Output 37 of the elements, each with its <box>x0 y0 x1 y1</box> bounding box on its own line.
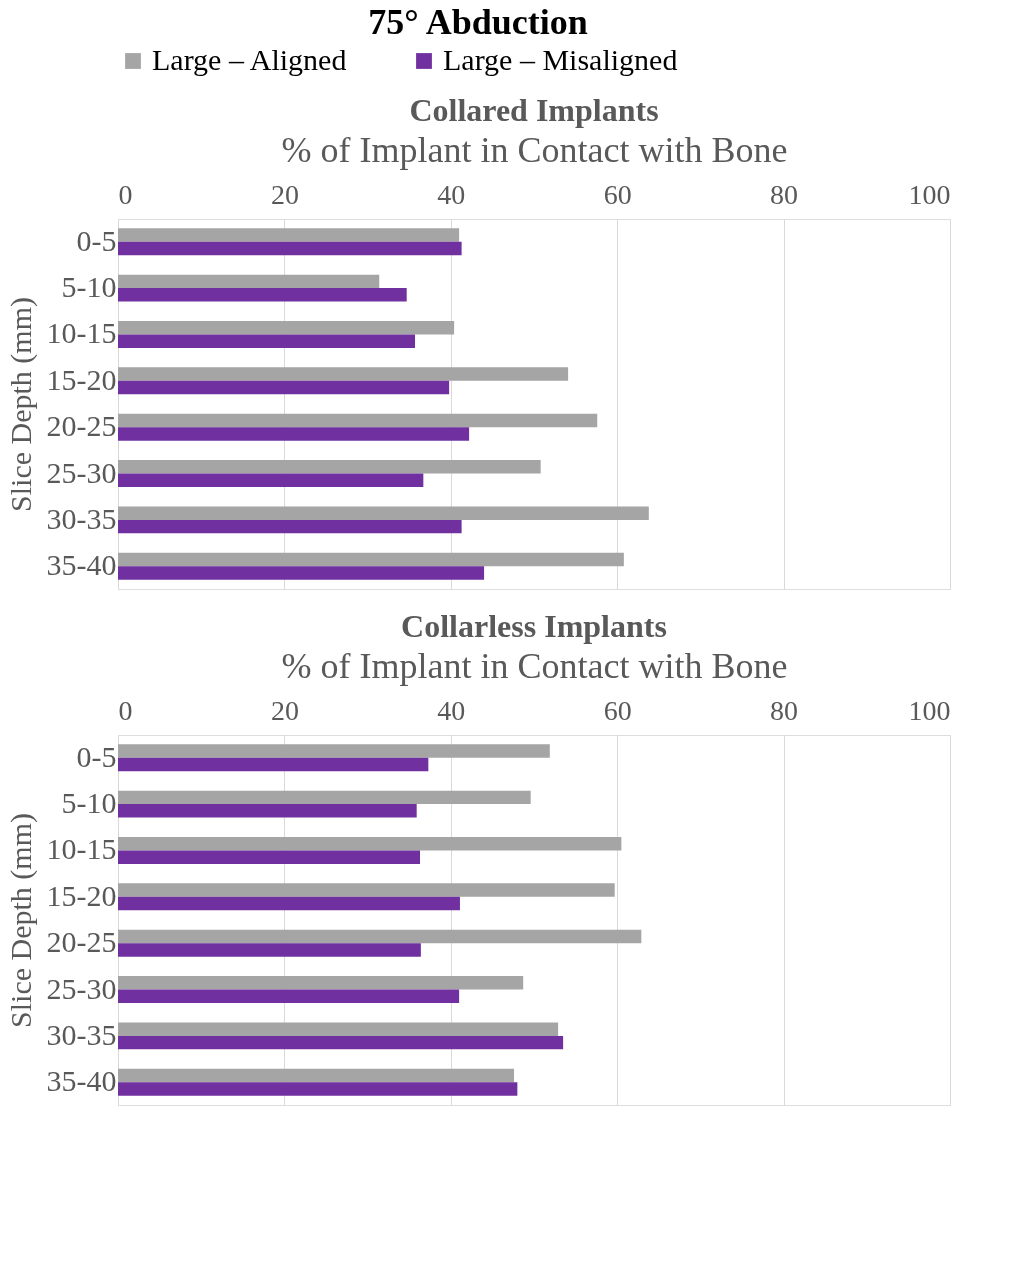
x-tick-label: 40 <box>437 694 466 726</box>
legend-label: Large – Misaligned <box>443 43 678 76</box>
x-tick-label: 40 <box>437 178 466 210</box>
x-tick-label: 0 <box>118 694 133 726</box>
x-tick-label: 80 <box>770 694 799 726</box>
y-tick-label: 15-20 <box>46 362 117 396</box>
y-tick-label: 5-10 <box>61 270 117 304</box>
chart-subtitle: Collared Implants <box>409 92 659 128</box>
legend-label: Large – Aligned <box>152 43 347 76</box>
y-tick-label: 10-15 <box>46 316 117 350</box>
y-axis-title: Slice Depth (mm) <box>3 297 38 512</box>
x-tick-label: 60 <box>603 694 632 726</box>
x-tick-label: 100 <box>908 178 951 210</box>
y-tick-label: 25-30 <box>46 971 117 1005</box>
chart-title: 75° Abduction <box>368 2 588 42</box>
y-tick-label: 30-35 <box>46 1017 117 1051</box>
y-tick-label: 5-10 <box>61 786 117 820</box>
x-tick-label: 0 <box>118 178 133 210</box>
y-tick-label: 0-5 <box>76 223 117 257</box>
y-tick-label: 30-35 <box>46 501 117 535</box>
y-tick-label: 10-15 <box>46 832 117 866</box>
y-tick-label: 35-40 <box>46 1064 117 1098</box>
y-axis-title: Slice Depth (mm) <box>3 813 38 1028</box>
x-axis-title: % of Implant in Contact with Bone <box>281 645 788 686</box>
x-tick-label: 20 <box>270 694 299 726</box>
y-tick-label: 20-25 <box>46 409 117 443</box>
x-tick-label: 100 <box>908 694 951 726</box>
chart-title: Collarless Implants <box>401 608 667 644</box>
x-tick-label: 20 <box>270 178 299 210</box>
x-tick-label: 60 <box>603 178 632 210</box>
y-tick-label: 25-30 <box>46 455 117 489</box>
y-tick-label: 20-25 <box>46 925 117 959</box>
x-axis-title: % of Implant in Contact with Bone <box>281 129 788 170</box>
y-tick-label: 0-5 <box>76 739 117 773</box>
y-tick-label: 15-20 <box>46 878 117 912</box>
y-tick-label: 35-40 <box>46 548 117 582</box>
x-tick-label: 80 <box>770 178 799 210</box>
